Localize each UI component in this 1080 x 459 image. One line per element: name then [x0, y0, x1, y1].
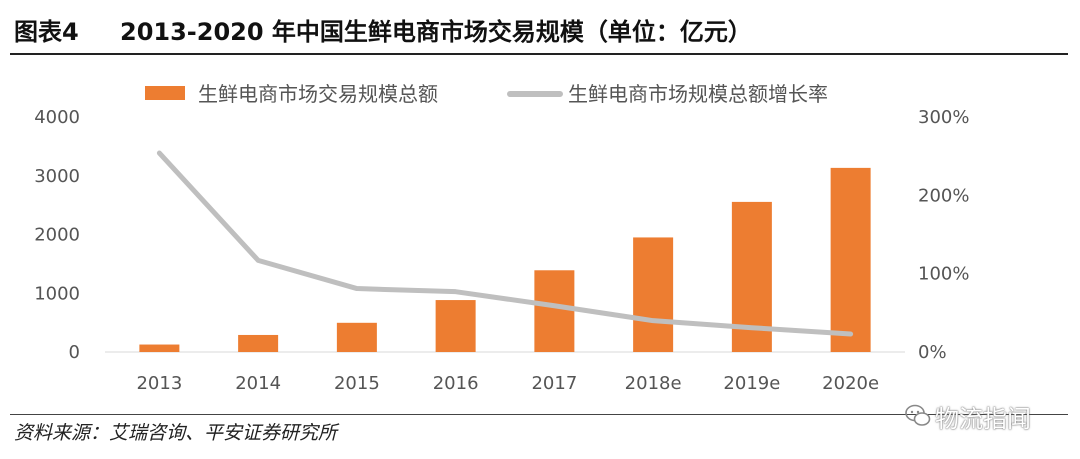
bar	[139, 344, 180, 352]
bar	[336, 322, 377, 352]
chart-title: 2013-2020 年中国生鲜电商市场交易规模（单位：亿元）	[120, 18, 752, 46]
y-right-tick-label: 200%	[918, 185, 969, 206]
bar	[534, 270, 575, 352]
y-left-tick-label: 2000	[34, 225, 80, 246]
bar	[238, 334, 279, 352]
left-axis-ticks: 0 1000 2000 3000 4000	[34, 107, 80, 363]
x-tick-label: 2016	[433, 373, 479, 394]
watermark: 物流指闻	[905, 397, 1065, 437]
bottom-rule	[10, 414, 1068, 415]
legend-label-bar: 生鲜电商市场交易规模总额	[198, 82, 438, 106]
wechat-icon	[905, 404, 931, 426]
x-tick-label: 2013	[136, 373, 182, 394]
line-series	[156, 150, 854, 337]
legend: 生鲜电商市场交易规模总额 生鲜电商市场规模总额增长率	[145, 82, 828, 106]
combo-chart: 生鲜电商市场交易规模总额 生鲜电商市场规模总额增长率 0 1000 2000 3000…	[34, 82, 969, 394]
title-bar: 图表4 2013-2020 年中国生鲜电商市场交易规模（单位：亿元）	[0, 0, 1080, 54]
watermark-text: 物流指闻	[935, 405, 1031, 433]
x-axis-ticks: 2013 2014 2015 2016 2017 2018e 2019e 2020e	[136, 373, 879, 394]
y-left-tick-label: 4000	[34, 107, 80, 128]
x-tick-label: 2015	[334, 373, 380, 394]
y-right-tick-label: 0%	[918, 342, 947, 363]
bar	[830, 167, 871, 352]
x-tick-label: 2020e	[822, 373, 879, 394]
y-left-tick-label: 1000	[34, 283, 80, 304]
x-tick-label: 2014	[235, 373, 281, 394]
bar-series	[139, 167, 871, 352]
x-tick-label: 2019e	[723, 373, 780, 394]
y-left-tick-label: 3000	[34, 166, 80, 187]
figure-label: 图表4	[14, 18, 79, 46]
legend-swatch-bar	[145, 86, 185, 100]
top-rule	[10, 53, 1068, 55]
x-tick-label: 2018e	[625, 373, 682, 394]
right-axis-ticks: 0% 100% 200% 300%	[918, 107, 969, 363]
growth-line	[156, 150, 854, 337]
bar	[633, 237, 674, 352]
bar	[435, 300, 476, 352]
legend-label-line: 生鲜电商市场规模总额增长率	[568, 82, 828, 106]
y-right-tick-label: 300%	[918, 107, 969, 128]
y-right-tick-label: 100%	[918, 264, 969, 285]
source-note: 资料来源：艾瑞咨询、平安证券研究所	[14, 422, 338, 444]
y-left-tick-label: 0	[69, 342, 80, 363]
x-tick-label: 2017	[531, 373, 577, 394]
